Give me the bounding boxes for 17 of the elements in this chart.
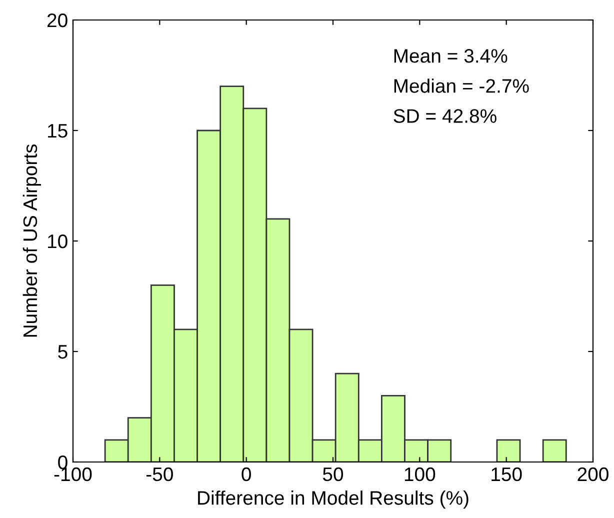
x-axis-title: Difference in Model Results (%) <box>198 490 468 509</box>
y-tick-label: 10 <box>48 234 68 248</box>
x-tick-label: 200 <box>578 467 608 482</box>
x-tick-label: -100 <box>54 467 92 482</box>
x-tick-label: 100 <box>404 467 436 482</box>
y-tick-label: 5 <box>58 345 68 359</box>
annotation: SD = 42.8% <box>394 109 496 123</box>
x-tick-label: 50 <box>322 467 344 482</box>
annotation: Median = -2.7% <box>394 78 529 93</box>
y-axis-title: Number of US Airports <box>22 144 41 337</box>
annotation: Mean = 3.4% <box>394 49 508 63</box>
x-tick-label: 150 <box>492 467 522 482</box>
x-tick-label: -50 <box>146 467 173 482</box>
x-tick-label: 0 <box>242 467 251 482</box>
y-tick-label: 20 <box>47 13 68 28</box>
y-tick-label: 0 <box>58 455 68 470</box>
y-tick-label: 15 <box>48 124 68 138</box>
